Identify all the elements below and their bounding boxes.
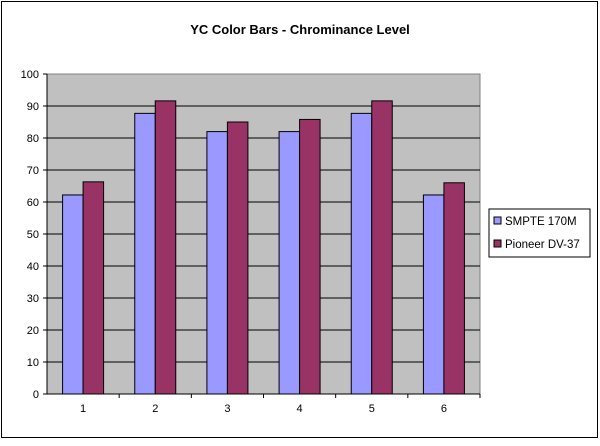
bar-smpte-1: [62, 194, 84, 395]
y-tick-label: 10: [27, 357, 39, 369]
x-tick-label: 3: [224, 403, 230, 415]
bar-pioneer-5: [371, 100, 393, 395]
x-tick-label: 1: [80, 403, 86, 415]
bar-smpte-5: [350, 112, 373, 395]
y-tick-label: 80: [27, 133, 39, 145]
bar-pioneer-6: [443, 182, 465, 395]
bar-smpte-6: [422, 194, 445, 395]
bar-pioneer-4: [299, 118, 321, 395]
legend-swatch-pioneer: [493, 239, 502, 248]
y-tick-label: 20: [27, 325, 39, 337]
y-tick-label: 100: [21, 69, 39, 81]
x-tick-label: 6: [441, 403, 447, 415]
x-tick-label: 5: [369, 403, 375, 415]
bar-smpte-2: [134, 112, 156, 395]
legend: SMPTE 170M Pioneer DV-37: [488, 208, 591, 258]
y-tick-label: 50: [27, 229, 39, 241]
x-tick-label: 4: [297, 403, 303, 415]
bar-pioneer-1: [82, 181, 105, 395]
y-tick-label: 60: [27, 197, 39, 209]
bar-pioneer-2: [154, 100, 177, 395]
legend-label-smpte: SMPTE 170M: [505, 216, 577, 228]
y-tick-label: 0: [33, 389, 39, 401]
bar-pioneer-3: [226, 121, 249, 395]
x-tick-label: 2: [152, 403, 158, 415]
y-tick-label: 30: [27, 293, 39, 305]
y-tick-label: 40: [27, 261, 39, 273]
legend-swatch-smpte: [493, 216, 502, 225]
bar-smpte-3: [206, 131, 228, 395]
legend-label-pioneer: Pioneer DV-37: [505, 239, 580, 251]
chart-title: YC Color Bars - Chrominance Level: [190, 22, 410, 37]
bar-smpte-4: [278, 131, 301, 395]
y-tick-label: 70: [27, 165, 39, 177]
y-tick-label: 90: [27, 101, 39, 113]
